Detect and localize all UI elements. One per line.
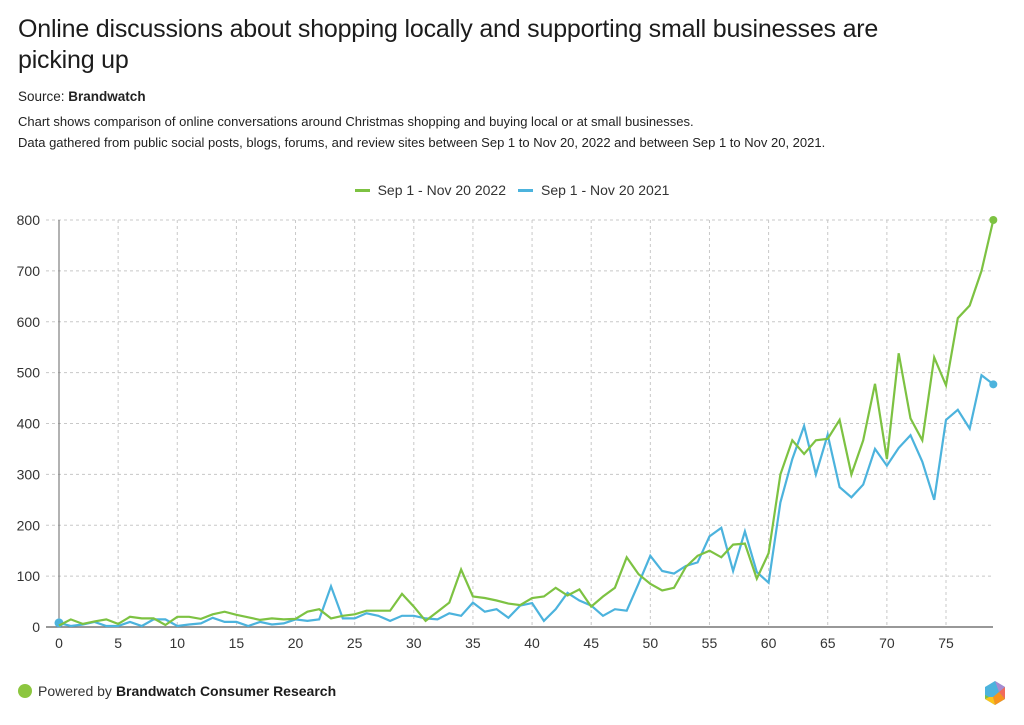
y-tick-label: 0 bbox=[32, 619, 40, 635]
x-tick-label: 35 bbox=[465, 635, 481, 651]
y-tick-label: 100 bbox=[17, 568, 41, 584]
x-tick-label: 25 bbox=[347, 635, 363, 651]
chart-title: Online discussions about shopping locall… bbox=[18, 15, 879, 74]
series-end-marker bbox=[989, 216, 998, 224]
y-tick-label: 800 bbox=[17, 212, 41, 228]
x-tick-label: 65 bbox=[820, 635, 836, 651]
y-tick-label: 500 bbox=[17, 365, 41, 381]
chart-legend: Sep 1 - Nov 20 2022 Sep 1 - Nov 20 2021 bbox=[0, 182, 1024, 198]
series-line-2021 bbox=[58, 373, 994, 628]
powered-by-label: Powered by bbox=[38, 683, 112, 699]
x-tick-label: 10 bbox=[169, 635, 185, 651]
y-tick-label: 200 bbox=[17, 517, 41, 533]
legend-swatch-2021 bbox=[518, 188, 533, 192]
source-line: Source: Brandwatch bbox=[18, 89, 146, 104]
description-line-1: Chart shows comparison of online convers… bbox=[18, 114, 694, 129]
footer: Powered by Brandwatch Consumer Research bbox=[18, 683, 336, 699]
y-tick-label: 600 bbox=[17, 314, 41, 330]
x-tick-label: 0 bbox=[55, 635, 63, 651]
y-tick-label: 300 bbox=[17, 466, 41, 482]
x-tick-label: 45 bbox=[583, 635, 599, 651]
x-tick-label: 15 bbox=[229, 635, 245, 651]
legend-item-2021[interactable]: Sep 1 - Nov 20 2021 bbox=[518, 182, 669, 198]
chart-description: Chart shows comparison of online convers… bbox=[18, 111, 825, 153]
description-line-2: Data gathered from public social posts, … bbox=[18, 135, 826, 150]
y-tick-label: 400 bbox=[17, 416, 41, 432]
x-tick-label: 75 bbox=[938, 635, 954, 651]
brandwatch-logo-icon bbox=[985, 681, 1005, 705]
x-tick-label: 70 bbox=[879, 635, 895, 651]
x-tick-label: 60 bbox=[761, 635, 777, 651]
brand-dot-icon bbox=[18, 684, 32, 698]
x-tick-label: 30 bbox=[406, 635, 422, 651]
x-tick-label: 50 bbox=[643, 635, 659, 651]
legend-item-2022[interactable]: Sep 1 - Nov 20 2022 bbox=[354, 182, 506, 198]
source-label: Source: bbox=[18, 89, 65, 104]
legend-label-2021: Sep 1 - Nov 20 2021 bbox=[541, 182, 670, 198]
series-line-2022 bbox=[58, 219, 995, 627]
y-tick-label: 700 bbox=[17, 263, 41, 279]
legend-swatch-2022 bbox=[354, 188, 370, 192]
x-tick-label: 5 bbox=[114, 635, 122, 651]
legend-label-2022: Sep 1 - Nov 20 2022 bbox=[377, 182, 506, 198]
x-tick-label: 20 bbox=[288, 635, 304, 651]
brand-name: Brandwatch Consumer Research bbox=[115, 683, 337, 699]
x-tick-label: 55 bbox=[702, 635, 718, 651]
x-tick-label: 40 bbox=[524, 635, 540, 651]
source-name: Brandwatch bbox=[68, 89, 146, 104]
series-end-marker bbox=[989, 380, 998, 389]
